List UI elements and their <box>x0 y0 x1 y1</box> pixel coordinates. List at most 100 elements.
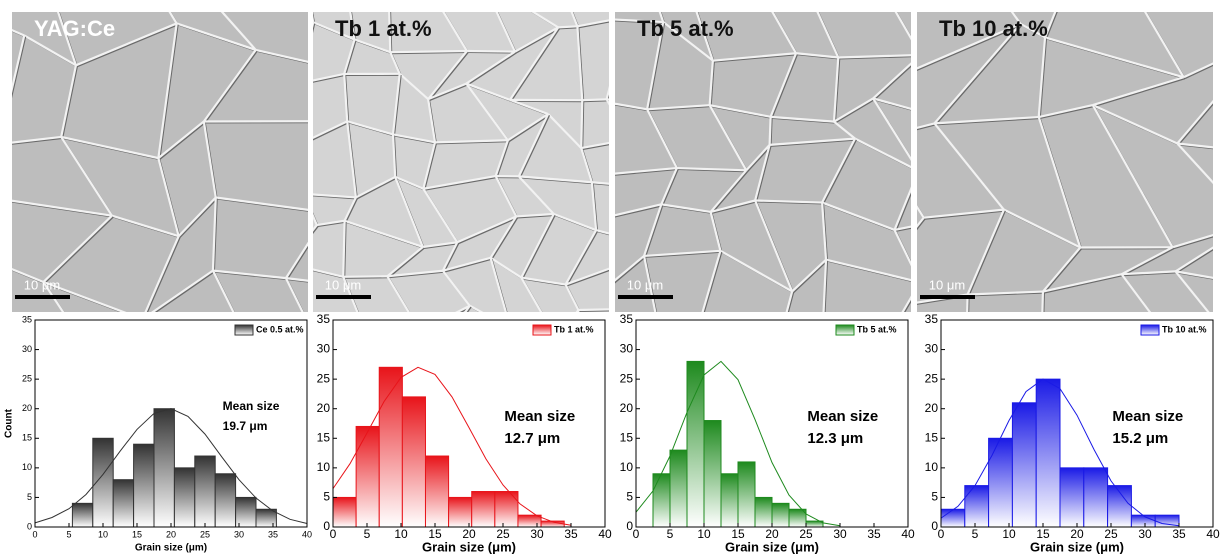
grain-boundary-shadow <box>317 221 346 228</box>
annotation: Mean size <box>807 408 878 425</box>
grain-boundary-shadow <box>967 353 1041 404</box>
grain-boundary-shadow <box>521 214 556 280</box>
scale-bar <box>618 295 673 299</box>
grain-boundary-shadow <box>710 61 715 107</box>
grain-boundary-shadow <box>326 359 374 380</box>
y-tick-label: 35 <box>22 314 32 324</box>
grain-boundary-shadow <box>159 122 206 160</box>
grain-boundary-shadow <box>657 315 696 342</box>
grain-boundary-shadow <box>695 334 782 342</box>
grain-boundary <box>355 175 396 199</box>
grain-boundary-shadow <box>76 23 179 68</box>
grain-boundary-shadow <box>313 121 349 141</box>
y-tick-label: 10 <box>22 462 32 472</box>
annotation: Mean size <box>1112 408 1183 425</box>
x-tick-label: 25 <box>496 527 510 541</box>
annotation: Mean size <box>504 408 575 425</box>
grain-boundary-shadow <box>424 370 501 371</box>
grain-boundary-shadow <box>645 251 722 258</box>
grain-boundary-shadow <box>924 210 1006 220</box>
grain-boundary-shadow <box>519 114 551 178</box>
grain-boundary <box>346 121 358 198</box>
grain-boundary-shadow <box>501 370 537 384</box>
grain-boundary <box>1176 142 1213 185</box>
grain-boundary <box>658 12 665 23</box>
grain-boundary <box>455 304 471 312</box>
grain-boundary <box>1044 36 1185 79</box>
grain-boundary-shadow <box>191 371 268 382</box>
grain-boundary <box>577 309 580 312</box>
grain-boundary-shadow <box>1039 105 1095 120</box>
bar <box>401 396 426 528</box>
grain-boundary <box>343 196 357 222</box>
grain-boundary <box>422 188 459 243</box>
grain-boundary <box>1183 62 1213 79</box>
y-tick-label: 10 <box>317 460 331 474</box>
grain-boundary <box>211 197 217 271</box>
x-tick-label: 5 <box>667 527 674 541</box>
bar <box>1059 467 1085 528</box>
grain-boundary-shadow <box>647 23 666 111</box>
grain-boundary <box>422 142 437 190</box>
x-tick-label: 35 <box>564 527 578 541</box>
x-tick-label: 30 <box>234 529 244 539</box>
grain-boundary-shadow <box>537 370 574 384</box>
grain-boundary-shadow <box>703 251 723 312</box>
grain-boundary <box>441 241 459 272</box>
grain-boundary-shadow <box>822 203 829 261</box>
grain-boundary <box>494 175 518 217</box>
grain-boundary-shadow <box>388 271 445 279</box>
grain-boundary <box>56 12 77 66</box>
x-tick-label: 20 <box>765 527 779 541</box>
grain-boundary <box>754 200 794 292</box>
y-tick-label: 10 <box>620 460 634 474</box>
grain-boundary <box>933 122 1005 211</box>
grain-boundary-shadow <box>756 200 824 205</box>
grain-boundary <box>494 139 509 177</box>
grain-boundary <box>1174 270 1210 312</box>
y-tick-label: 10 <box>925 460 939 474</box>
grain-boundary <box>1040 351 1179 403</box>
grain-boundary <box>391 134 397 177</box>
grain-boundary-shadow <box>644 205 664 258</box>
grain-boundary <box>168 12 178 25</box>
grain-boundary <box>821 201 895 231</box>
grain-boundary <box>578 308 609 312</box>
grain-boundary-shadow <box>598 336 602 394</box>
grain-boundary-shadow <box>661 168 679 206</box>
grain-boundary <box>427 50 468 100</box>
legend-swatch <box>835 324 855 336</box>
grain-boundary <box>821 138 857 204</box>
grain-boundary-shadow <box>770 118 773 147</box>
grain-boundary <box>342 276 359 312</box>
bar <box>355 425 380 528</box>
fit-curve <box>332 366 572 526</box>
grain-boundary <box>423 369 500 370</box>
grain-boundary <box>582 98 607 102</box>
grain-boundary <box>60 136 113 217</box>
grain-boundary-shadow <box>873 65 911 101</box>
y-tick-label: 5 <box>27 492 32 502</box>
x-axis-label: Grain size (μm) <box>135 543 207 554</box>
grain-boundary <box>646 21 665 110</box>
grain-boundary-shadow <box>566 269 609 287</box>
x-tick-label: 30 <box>530 527 544 541</box>
grain-boundary <box>157 120 205 159</box>
bar <box>173 467 196 528</box>
grain-boundary <box>591 181 609 185</box>
x-tick-label: 25 <box>200 529 210 539</box>
grain-boundary <box>43 280 127 312</box>
grain-boundary-shadow <box>466 306 472 312</box>
grain-boundary <box>427 98 437 143</box>
y-tick-label: 30 <box>22 344 32 354</box>
grain-boundary-shadow <box>894 191 911 232</box>
y-tick-label: 0 <box>626 519 633 533</box>
grain-boundary <box>369 331 420 340</box>
grain-boundary-shadow <box>755 145 772 202</box>
grain-boundary <box>517 113 550 177</box>
scale-bar <box>15 295 70 299</box>
scale-bar-label: 10 μm <box>325 277 361 292</box>
grain-boundary <box>660 167 678 205</box>
grain-boundary <box>894 225 911 232</box>
bar <box>754 496 773 528</box>
